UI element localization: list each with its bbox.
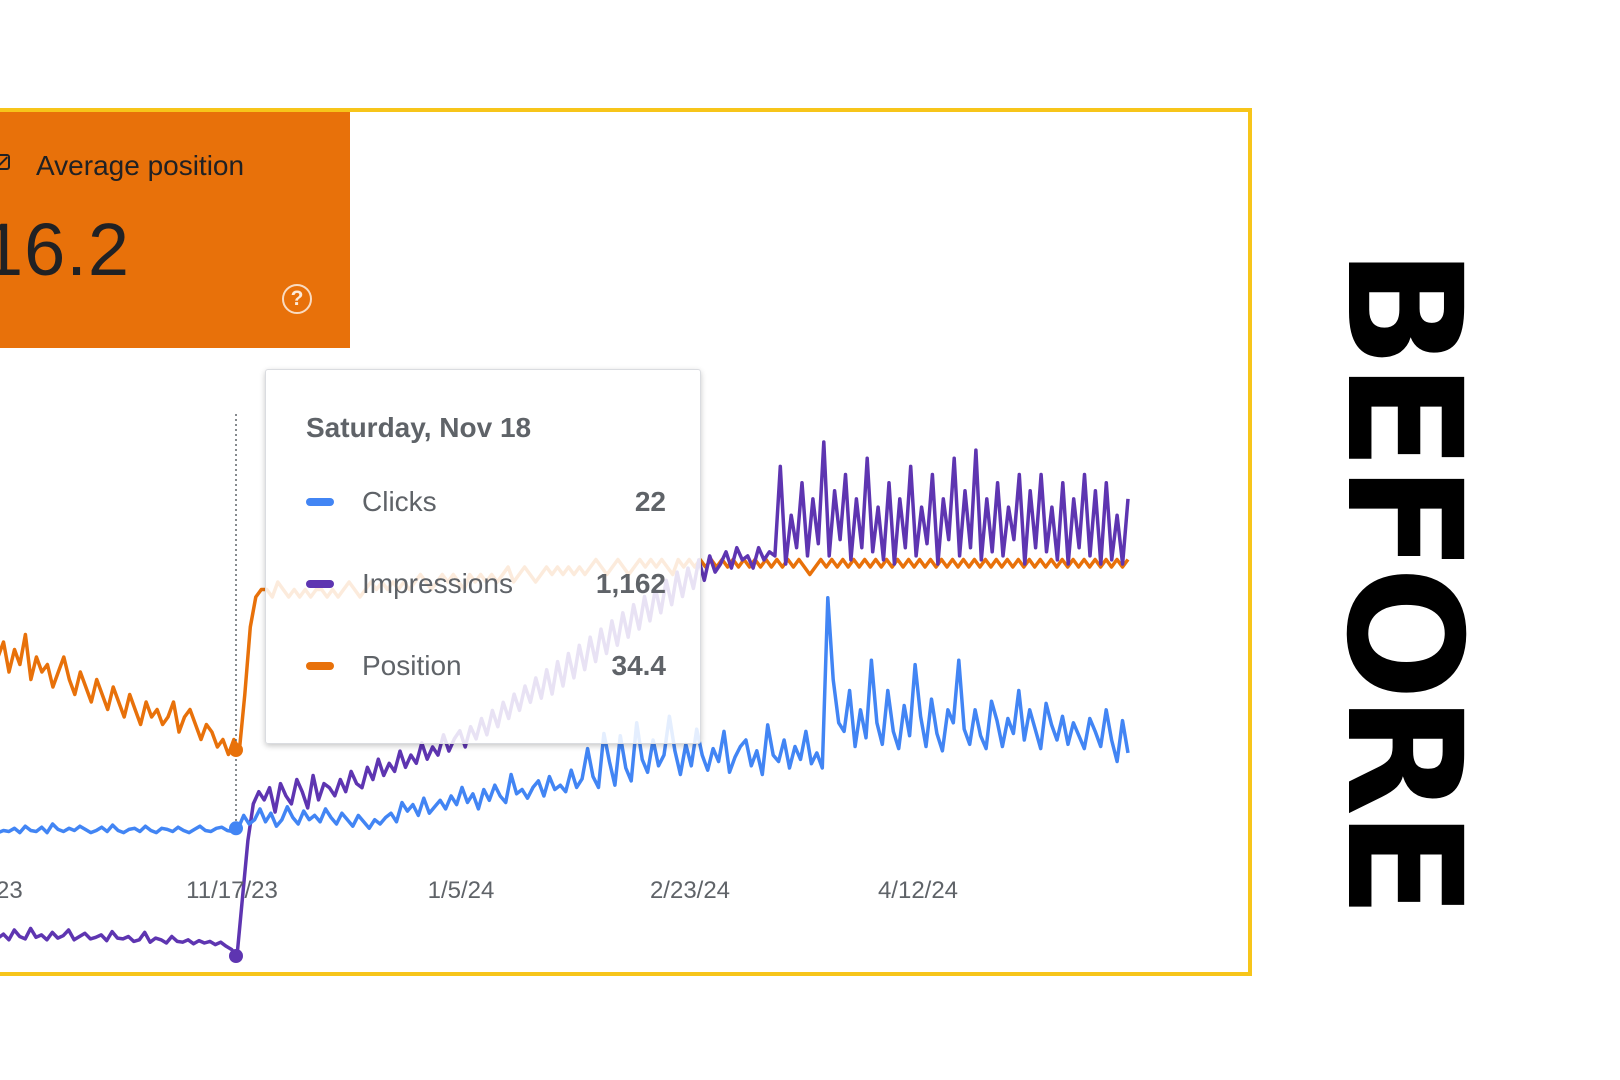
help-circle-icon[interactable]: ? xyxy=(282,284,312,314)
tooltip-series-name: Impressions xyxy=(362,568,513,599)
x-tick-label: 11/17/23 xyxy=(186,877,278,904)
chart-tooltip: Saturday, Nov 18 Clicks 22 Impressions 1… xyxy=(265,369,701,744)
tooltip-row-position: Position 34.4 xyxy=(306,646,666,686)
x-tick-label: 2/23/24 xyxy=(650,877,730,904)
x-axis-ticks: 9/23 11/17/23 1/5/24 2/23/24 4/12/24 xyxy=(0,877,958,904)
tooltip-row-impressions: Impressions 1,162 xyxy=(306,564,666,604)
tooltip-series-value: 34.4 xyxy=(611,650,667,681)
tooltip-series-value: 22 xyxy=(634,486,666,517)
x-tick-label: 1/5/24 xyxy=(428,877,495,904)
average-position-card[interactable]: Average position 16.2 ? xyxy=(0,112,350,348)
performance-chart: 9/23 11/17/23 1/5/24 2/23/24 4/12/24 xyxy=(0,414,1130,963)
tooltip-series-name: Clicks xyxy=(362,486,437,517)
hover-point-clicks xyxy=(229,821,243,836)
hover-point-impressions xyxy=(229,949,243,963)
metric-label: Average position xyxy=(36,150,245,181)
position-swatch xyxy=(306,662,334,670)
before-label: BEFORE xyxy=(1311,248,1495,913)
impressions-swatch xyxy=(306,580,334,588)
chart-frame: 9/23 11/17/23 1/5/24 2/23/24 4/12/24 Average… xyxy=(0,108,1252,976)
markers-layer xyxy=(229,743,243,963)
tooltip-date: Saturday, Nov 18 xyxy=(306,412,532,443)
tooltip-row-clicks: Clicks 22 xyxy=(306,482,666,522)
tooltip-series-value: 1,162 xyxy=(595,568,666,599)
checkbox-checked-icon[interactable] xyxy=(0,154,10,170)
hover-point-position xyxy=(229,743,243,757)
tooltip-series-name: Position xyxy=(362,650,462,681)
clicks-swatch xyxy=(306,498,334,506)
x-tick-label: 4/12/24 xyxy=(878,877,958,904)
x-tick-label: 9/23 xyxy=(0,877,23,904)
metric-value: 16.2 xyxy=(0,208,131,291)
series-line-clicks xyxy=(0,596,1130,835)
